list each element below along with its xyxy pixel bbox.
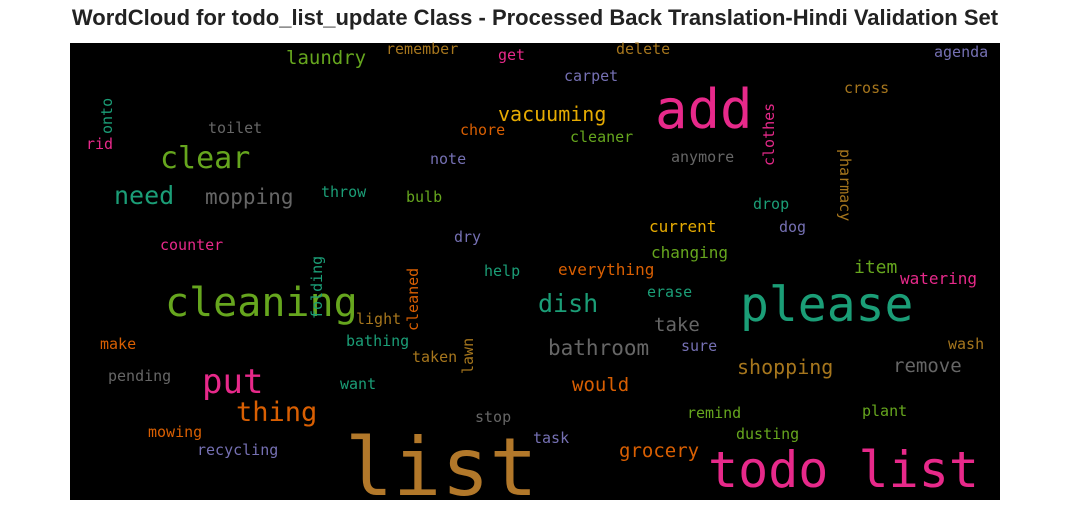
word-cross: cross — [844, 79, 890, 97]
word-list: list — [345, 421, 538, 514]
word-shopping: shopping — [737, 355, 834, 379]
word-sure: sure — [681, 337, 718, 355]
word-remind: remind — [687, 404, 742, 422]
word-pending: pending — [108, 367, 172, 385]
word-dog: dog — [779, 218, 807, 236]
word-mopping: mopping — [205, 185, 294, 209]
word-bathing: bathing — [346, 332, 410, 350]
chart-title: WordCloud for todo_list_update Class - P… — [71, 5, 999, 30]
word-need: need — [114, 181, 175, 210]
word-light: light — [356, 310, 402, 328]
word-thing: thing — [236, 397, 318, 428]
word-get: get — [498, 46, 526, 64]
word-drop: drop — [753, 195, 790, 213]
word-anymore: anymore — [671, 148, 735, 166]
word-recycling: recycling — [197, 441, 279, 459]
word-put: put — [202, 362, 264, 402]
word-toilet: toilet — [208, 119, 263, 137]
word-take: take — [654, 314, 700, 336]
word-todo-list: todo list — [708, 441, 979, 499]
word-clothes: clothes — [760, 102, 778, 166]
word-erase: erase — [647, 283, 693, 301]
word-task: task — [533, 429, 570, 447]
word-want: want — [340, 375, 377, 393]
word-would: would — [572, 374, 630, 396]
word-counter: counter — [160, 236, 224, 254]
word-everything: everything — [558, 260, 655, 279]
word-agenda: agenda — [934, 43, 989, 61]
word-wash: wash — [948, 335, 985, 353]
word-note: note — [430, 150, 467, 168]
word-lawn: lawn — [459, 337, 477, 374]
word-pharmacy: pharmacy — [836, 149, 854, 222]
word-chore: chore — [460, 121, 506, 139]
word-item: item — [854, 257, 898, 278]
word-rid: rid — [86, 135, 114, 153]
word-dry: dry — [454, 228, 482, 246]
word-stop: stop — [475, 408, 512, 426]
word-throw: throw — [321, 183, 367, 201]
word-onto: onto — [98, 97, 116, 134]
word-mowing: mowing — [148, 423, 203, 441]
word-grocery: grocery — [619, 440, 700, 462]
word-help: help — [484, 262, 521, 280]
word-bathroom: bathroom — [548, 336, 650, 360]
word-bulb: bulb — [406, 188, 443, 206]
word-laundry: laundry — [286, 47, 367, 69]
word-vacuuming: vacuuming — [498, 102, 607, 126]
word-remember: remember — [386, 40, 459, 58]
word-current: current — [649, 217, 717, 236]
word-delete: delete — [616, 40, 671, 58]
word-make: make — [100, 335, 137, 353]
word-taken: taken — [412, 348, 458, 366]
word-remove: remove — [893, 355, 962, 377]
word-cleaner: cleaner — [570, 128, 634, 146]
word-clear: clear — [160, 141, 251, 176]
word-folding: folding — [308, 255, 326, 319]
word-carpet: carpet — [564, 67, 619, 85]
word-plant: plant — [862, 402, 908, 420]
word-cleaning: cleaning — [165, 280, 358, 326]
word-dusting: dusting — [736, 425, 800, 443]
wordcloud-canvas: list todo list please add cleaning put clear th… — [70, 40, 1000, 508]
word-please: please — [740, 277, 914, 333]
word-watering: watering — [900, 269, 978, 288]
word-cleaned: cleaned — [404, 267, 422, 331]
word-dish: dish — [538, 289, 599, 318]
word-add: add — [655, 78, 753, 141]
word-changing: changing — [651, 243, 729, 262]
